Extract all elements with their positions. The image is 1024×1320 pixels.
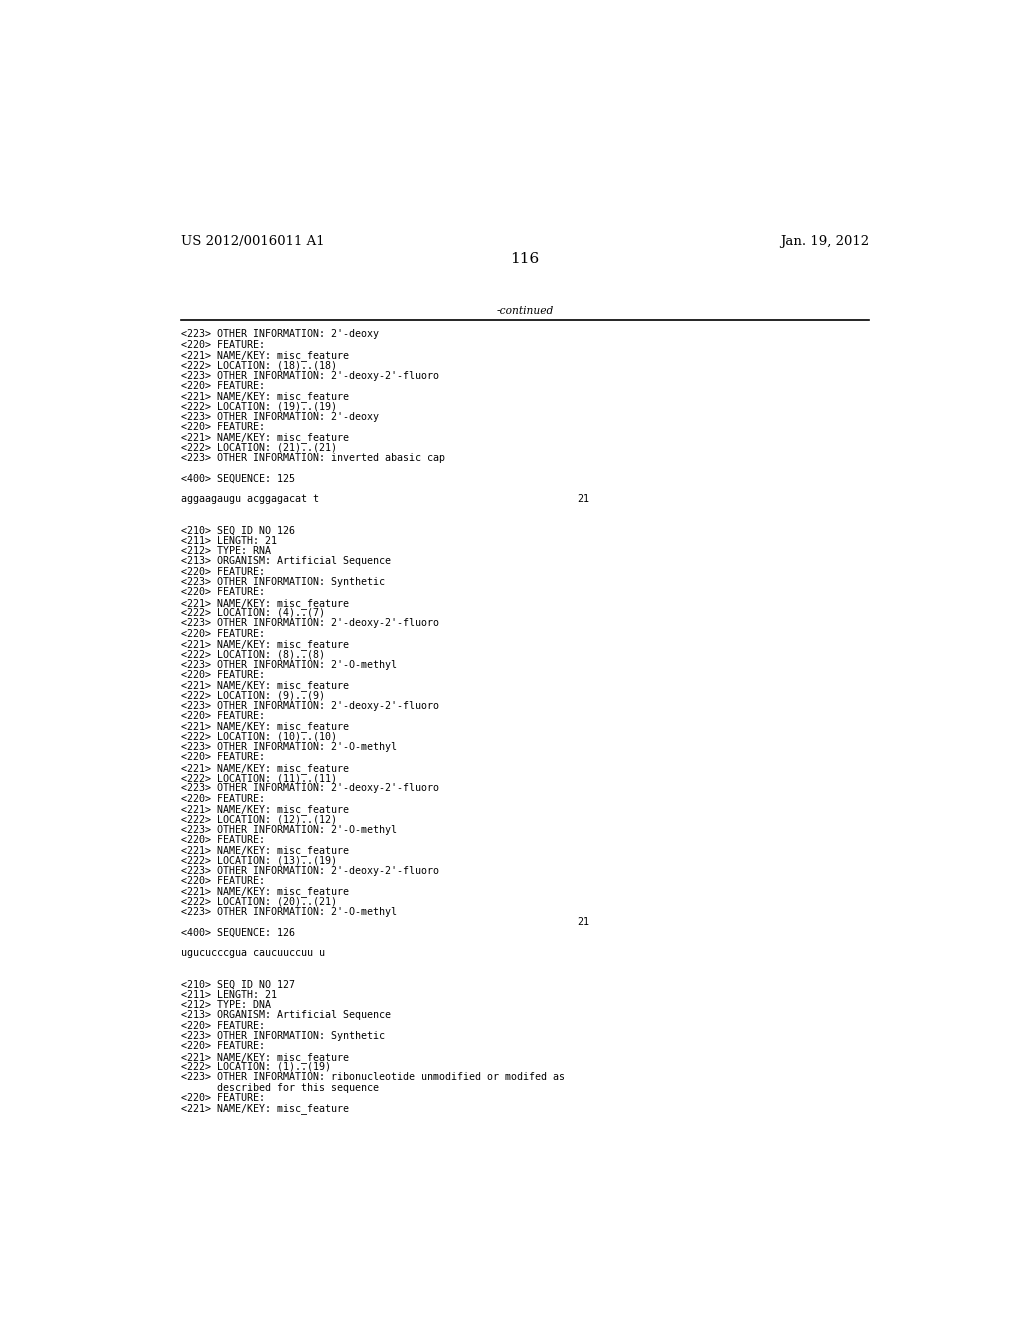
Text: <220> FEATURE:: <220> FEATURE:: [180, 752, 264, 763]
Text: <220> FEATURE:: <220> FEATURE:: [180, 1041, 264, 1051]
Text: <220> FEATURE:: <220> FEATURE:: [180, 1093, 264, 1104]
Text: <220> FEATURE:: <220> FEATURE:: [180, 566, 264, 577]
Text: 21: 21: [578, 495, 590, 504]
Text: <223> OTHER INFORMATION: 2'-deoxy-2'-fluoro: <223> OTHER INFORMATION: 2'-deoxy-2'-flu…: [180, 783, 438, 793]
Text: <223> OTHER INFORMATION: 2'-deoxy-2'-fluoro: <223> OTHER INFORMATION: 2'-deoxy-2'-flu…: [180, 371, 438, 380]
Text: <221> NAME/KEY: misc_feature: <221> NAME/KEY: misc_feature: [180, 350, 349, 360]
Text: <222> LOCATION: (4)..(7): <222> LOCATION: (4)..(7): [180, 609, 325, 618]
Text: <220> FEATURE:: <220> FEATURE:: [180, 711, 264, 721]
Text: <223> OTHER INFORMATION: 2'-deoxy: <223> OTHER INFORMATION: 2'-deoxy: [180, 330, 379, 339]
Text: <221> NAME/KEY: misc_feature: <221> NAME/KEY: misc_feature: [180, 598, 349, 609]
Text: <400> SEQUENCE: 126: <400> SEQUENCE: 126: [180, 928, 295, 937]
Text: <222> LOCATION: (18)..(18): <222> LOCATION: (18)..(18): [180, 360, 337, 371]
Text: <211> LENGTH: 21: <211> LENGTH: 21: [180, 990, 276, 999]
Text: <223> OTHER INFORMATION: Synthetic: <223> OTHER INFORMATION: Synthetic: [180, 1031, 385, 1041]
Text: US 2012/0016011 A1: US 2012/0016011 A1: [180, 235, 325, 248]
Text: <212> TYPE: RNA: <212> TYPE: RNA: [180, 546, 270, 556]
Text: <400> SEQUENCE: 125: <400> SEQUENCE: 125: [180, 474, 295, 484]
Text: <211> LENGTH: 21: <211> LENGTH: 21: [180, 536, 276, 545]
Text: <220> FEATURE:: <220> FEATURE:: [180, 587, 264, 597]
Text: <212> TYPE: DNA: <212> TYPE: DNA: [180, 1001, 270, 1010]
Text: <220> FEATURE:: <220> FEATURE:: [180, 381, 264, 391]
Text: <210> SEQ ID NO 126: <210> SEQ ID NO 126: [180, 525, 295, 536]
Text: <223> OTHER INFORMATION: 2'-O-methyl: <223> OTHER INFORMATION: 2'-O-methyl: [180, 825, 396, 834]
Text: <220> FEATURE:: <220> FEATURE:: [180, 422, 264, 432]
Text: <223> OTHER INFORMATION: 2'-deoxy-2'-fluoro: <223> OTHER INFORMATION: 2'-deoxy-2'-flu…: [180, 618, 438, 628]
Text: <222> LOCATION: (19)..(19): <222> LOCATION: (19)..(19): [180, 401, 337, 412]
Text: <222> LOCATION: (20)..(21): <222> LOCATION: (20)..(21): [180, 896, 337, 907]
Text: <221> NAME/KEY: misc_feature: <221> NAME/KEY: misc_feature: [180, 1052, 349, 1063]
Text: <213> ORGANISM: Artificial Sequence: <213> ORGANISM: Artificial Sequence: [180, 1010, 391, 1020]
Text: <222> LOCATION: (13)..(19): <222> LOCATION: (13)..(19): [180, 855, 337, 866]
Text: Jan. 19, 2012: Jan. 19, 2012: [779, 235, 869, 248]
Text: <220> FEATURE:: <220> FEATURE:: [180, 876, 264, 886]
Text: <221> NAME/KEY: misc_feature: <221> NAME/KEY: misc_feature: [180, 1104, 349, 1114]
Text: <222> LOCATION: (10)..(10): <222> LOCATION: (10)..(10): [180, 731, 337, 742]
Text: <223> OTHER INFORMATION: 2'-O-methyl: <223> OTHER INFORMATION: 2'-O-methyl: [180, 660, 396, 669]
Text: aggaagaugu acggagacat t: aggaagaugu acggagacat t: [180, 495, 318, 504]
Text: <221> NAME/KEY: misc_feature: <221> NAME/KEY: misc_feature: [180, 763, 349, 774]
Text: <223> OTHER INFORMATION: 2'-deoxy-2'-fluoro: <223> OTHER INFORMATION: 2'-deoxy-2'-flu…: [180, 701, 438, 710]
Text: <223> OTHER INFORMATION: 2'-deoxy-2'-fluoro: <223> OTHER INFORMATION: 2'-deoxy-2'-flu…: [180, 866, 438, 876]
Text: <220> FEATURE:: <220> FEATURE:: [180, 669, 264, 680]
Text: <220> FEATURE:: <220> FEATURE:: [180, 1020, 264, 1031]
Text: <222> LOCATION: (1)..(19): <222> LOCATION: (1)..(19): [180, 1061, 331, 1072]
Text: <220> FEATURE:: <220> FEATURE:: [180, 793, 264, 804]
Text: <222> LOCATION: (9)..(9): <222> LOCATION: (9)..(9): [180, 690, 325, 701]
Text: described for this sequence: described for this sequence: [180, 1082, 379, 1093]
Text: <220> FEATURE:: <220> FEATURE:: [180, 339, 264, 350]
Text: <223> OTHER INFORMATION: 2'-O-methyl: <223> OTHER INFORMATION: 2'-O-methyl: [180, 742, 396, 752]
Text: <222> LOCATION: (11)..(11): <222> LOCATION: (11)..(11): [180, 774, 337, 783]
Text: ugucucccgua caucuuccuu u: ugucucccgua caucuuccuu u: [180, 949, 325, 958]
Text: <221> NAME/KEY: misc_feature: <221> NAME/KEY: misc_feature: [180, 804, 349, 814]
Text: <210> SEQ ID NO 127: <210> SEQ ID NO 127: [180, 979, 295, 990]
Text: <223> OTHER INFORMATION: 2'-O-methyl: <223> OTHER INFORMATION: 2'-O-methyl: [180, 907, 396, 917]
Text: <221> NAME/KEY: misc_feature: <221> NAME/KEY: misc_feature: [180, 722, 349, 733]
Text: <223> OTHER INFORMATION: 2'-deoxy: <223> OTHER INFORMATION: 2'-deoxy: [180, 412, 379, 422]
Text: <213> ORGANISM: Artificial Sequence: <213> ORGANISM: Artificial Sequence: [180, 556, 391, 566]
Text: <221> NAME/KEY: misc_feature: <221> NAME/KEY: misc_feature: [180, 639, 349, 649]
Text: <221> NAME/KEY: misc_feature: <221> NAME/KEY: misc_feature: [180, 391, 349, 403]
Text: 21: 21: [578, 917, 590, 928]
Text: -continued: -continued: [497, 306, 553, 317]
Text: <221> NAME/KEY: misc_feature: <221> NAME/KEY: misc_feature: [180, 887, 349, 898]
Text: <221> NAME/KEY: misc_feature: <221> NAME/KEY: misc_feature: [180, 680, 349, 692]
Text: <220> FEATURE:: <220> FEATURE:: [180, 836, 264, 845]
Text: 116: 116: [510, 252, 540, 267]
Text: <223> OTHER INFORMATION: inverted abasic cap: <223> OTHER INFORMATION: inverted abasic…: [180, 453, 444, 463]
Text: <222> LOCATION: (21)..(21): <222> LOCATION: (21)..(21): [180, 442, 337, 453]
Text: <223> OTHER INFORMATION: Synthetic: <223> OTHER INFORMATION: Synthetic: [180, 577, 385, 587]
Text: <222> LOCATION: (12)..(12): <222> LOCATION: (12)..(12): [180, 814, 337, 824]
Text: <221> NAME/KEY: misc_feature: <221> NAME/KEY: misc_feature: [180, 433, 349, 444]
Text: <222> LOCATION: (8)..(8): <222> LOCATION: (8)..(8): [180, 649, 325, 659]
Text: <221> NAME/KEY: misc_feature: <221> NAME/KEY: misc_feature: [180, 845, 349, 857]
Text: <220> FEATURE:: <220> FEATURE:: [180, 628, 264, 639]
Text: <223> OTHER INFORMATION: ribonucleotide unmodified or modifed as: <223> OTHER INFORMATION: ribonucleotide …: [180, 1072, 564, 1082]
